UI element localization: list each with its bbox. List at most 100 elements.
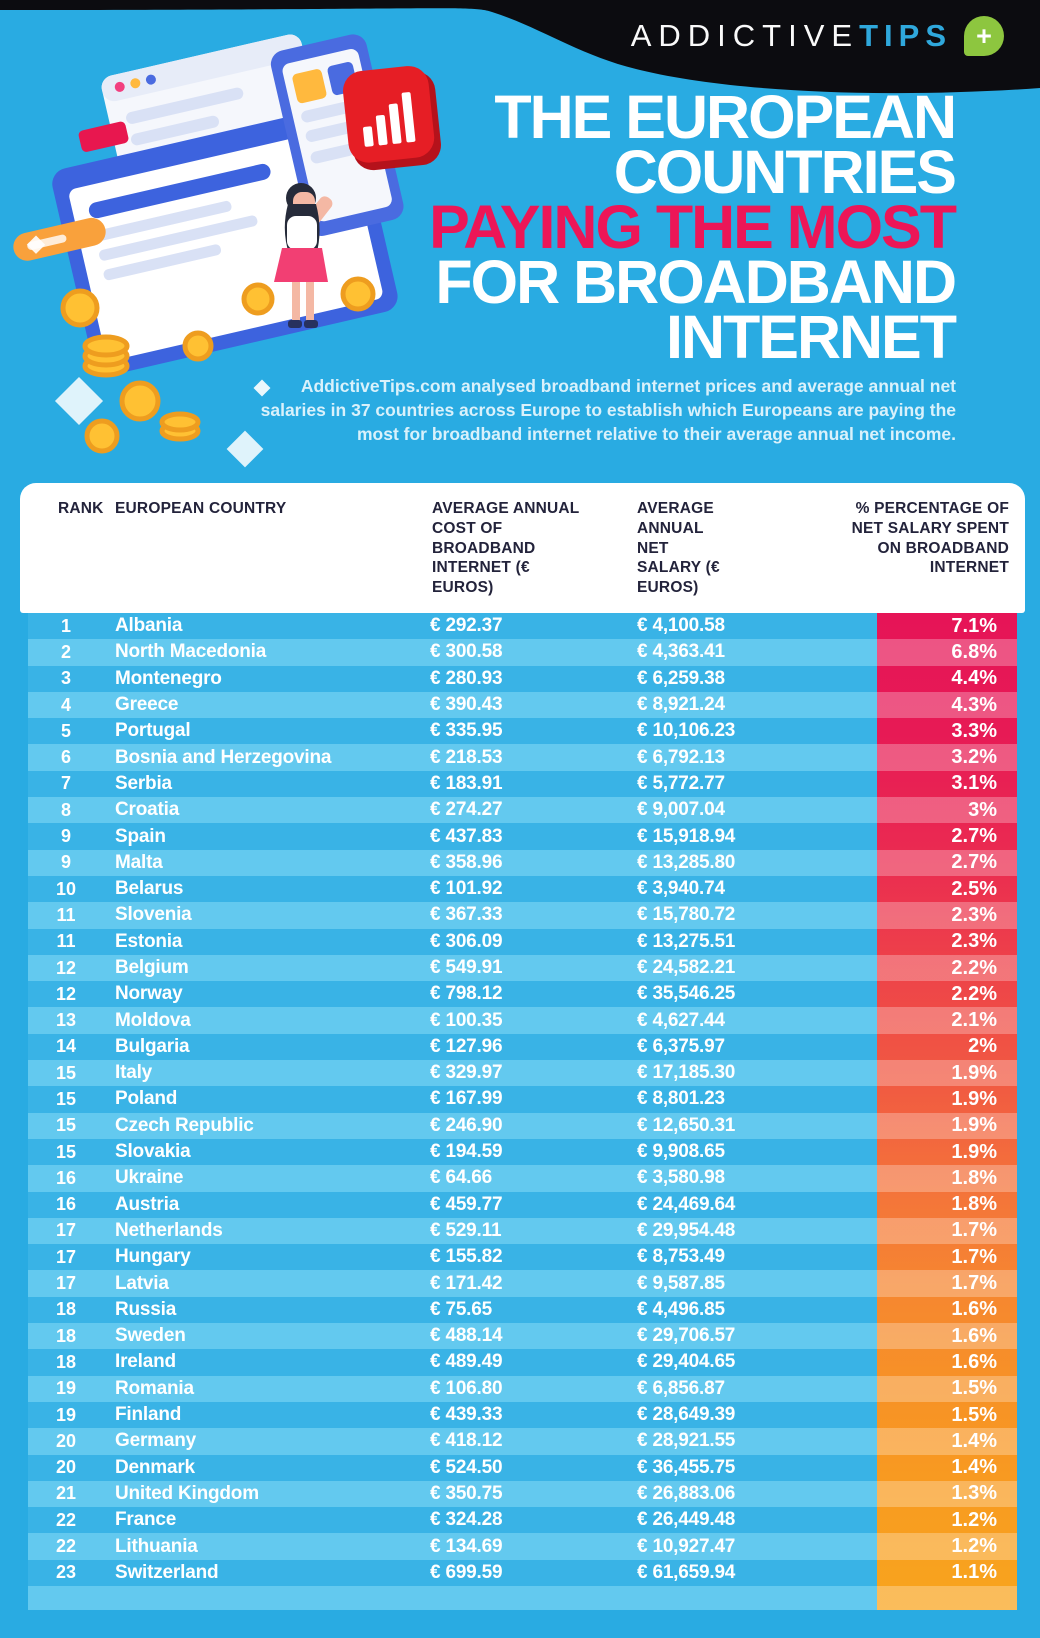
pct-cell: 2.2% bbox=[951, 956, 997, 979]
rank-cell: 14 bbox=[55, 1036, 77, 1057]
salary-cell: € 13,275.51 bbox=[637, 930, 736, 952]
cost-cell: € 75.65 bbox=[430, 1298, 492, 1320]
cost-cell: € 101.92 bbox=[430, 878, 503, 900]
rank-cell: 16 bbox=[55, 1194, 77, 1215]
rank-cell: 4 bbox=[60, 694, 71, 715]
country-cell: Bulgaria bbox=[115, 1035, 190, 1057]
country-cell: Czech Republic bbox=[115, 1114, 254, 1136]
cost-cell: € 358.96 bbox=[430, 851, 503, 873]
table-row: 9 Malta € 358.96 € 13,285.80 2.7% bbox=[28, 849, 1017, 876]
table-row: 17 Hungary € 155.82 € 8,753.49 1.7% bbox=[28, 1244, 1017, 1271]
table-row: 4 Greece € 390.43 € 8,921.24 4.3% bbox=[28, 691, 1017, 719]
pct-cell: 1.5% bbox=[951, 1377, 997, 1400]
rank-cell: 17 bbox=[55, 1273, 77, 1294]
rank-cell: 12 bbox=[55, 983, 77, 1004]
country-cell: Russia bbox=[115, 1298, 177, 1320]
table-row: 14 Bulgaria € 127.96 € 6,375.97 2% bbox=[28, 1033, 1017, 1061]
cost-cell: € 390.43 bbox=[430, 694, 503, 716]
salary-cell: € 12,650.31 bbox=[637, 1114, 736, 1136]
rank-cell: 9 bbox=[60, 852, 71, 873]
cost-cell: € 699.59 bbox=[430, 1561, 503, 1583]
cost-cell: € 529.11 bbox=[430, 1219, 502, 1241]
pct-cell: 7.1% bbox=[951, 614, 997, 637]
title-line-1: THE EUROPEAN bbox=[494, 83, 957, 151]
salary-cell: € 9,007.04 bbox=[637, 799, 725, 821]
rank-cell: 22 bbox=[55, 1509, 77, 1530]
pct-cell: 1.2% bbox=[951, 1508, 997, 1531]
pct-cell: 1.9% bbox=[951, 1114, 997, 1137]
cost-cell: € 367.33 bbox=[430, 904, 503, 926]
rank-cell: 17 bbox=[55, 1246, 77, 1267]
page-title: THE EUROPEAN COUNTRIES PAYING THE MOST F… bbox=[429, 83, 957, 371]
salary-cell: € 36,455.75 bbox=[637, 1456, 736, 1478]
pct-cell: 1.8% bbox=[951, 1166, 997, 1189]
table-row: 20 Denmark € 524.50 € 36,455.75 1.4% bbox=[28, 1454, 1017, 1481]
plus-bubble-icon: + bbox=[964, 16, 1004, 56]
pct-cell: 1.6% bbox=[951, 1350, 997, 1373]
rank-cell: 15 bbox=[55, 1141, 77, 1162]
rank-cell: 11 bbox=[56, 904, 76, 925]
country-cell: Greece bbox=[115, 694, 179, 716]
pct-cell: 2.5% bbox=[951, 877, 997, 900]
cost-cell: € 218.53 bbox=[430, 746, 503, 768]
salary-cell: € 15,918.94 bbox=[637, 825, 736, 847]
country-cell: Ireland bbox=[115, 1351, 176, 1373]
salary-cell: € 6,856.87 bbox=[637, 1377, 725, 1399]
table-row: 15 Slovakia € 194.59 € 9,908.65 1.9% bbox=[28, 1138, 1017, 1166]
cost-cell: € 350.75 bbox=[430, 1482, 503, 1504]
rank-cell: 18 bbox=[55, 1299, 77, 1320]
cost-cell: € 274.27 bbox=[430, 799, 503, 821]
table-row: 22 France € 324.28 € 26,449.48 1.2% bbox=[28, 1507, 1017, 1534]
salary-cell: € 29,954.48 bbox=[637, 1219, 736, 1241]
cost-cell: € 292.37 bbox=[430, 615, 503, 637]
cost-cell: € 106.80 bbox=[430, 1377, 503, 1399]
salary-cell: € 6,375.97 bbox=[637, 1035, 725, 1057]
table-row: 10 Belarus € 101.92 € 3,940.74 2.5% bbox=[28, 875, 1017, 903]
pct-cell: 1.8% bbox=[951, 1193, 997, 1216]
title-line-3-accent: PAYING THE MOST bbox=[429, 193, 957, 261]
rank-cell: 8 bbox=[60, 799, 71, 820]
title-line-5: INTERNET bbox=[666, 303, 957, 371]
country-cell: Hungary bbox=[115, 1246, 191, 1268]
column-header-rank: RANK bbox=[58, 500, 104, 517]
salary-cell: € 24,469.64 bbox=[637, 1193, 736, 1215]
table-row: 21 United Kingdom € 350.75 € 26,883.06 1.3% bbox=[28, 1480, 1017, 1508]
table-row: 18 Russia € 75.65 € 4,496.85 1.6% bbox=[28, 1296, 1017, 1324]
salary-cell: € 26,449.48 bbox=[637, 1509, 736, 1531]
country-cell: North Macedonia bbox=[115, 641, 267, 663]
rank-cell: 16 bbox=[55, 1167, 77, 1188]
cost-cell: € 183.91 bbox=[430, 772, 503, 794]
rank-cell: 9 bbox=[60, 826, 71, 847]
salary-cell: € 35,546.25 bbox=[637, 983, 736, 1005]
title-line-2: COUNTRIES bbox=[613, 138, 957, 206]
cost-cell: € 437.83 bbox=[430, 825, 503, 847]
addictivetips-logo: ADDICTIVETIPS + bbox=[631, 16, 1004, 56]
salary-cell: € 61,659.94 bbox=[637, 1561, 736, 1583]
rank-cell: 12 bbox=[55, 957, 77, 978]
cost-cell: € 324.28 bbox=[430, 1509, 503, 1531]
pct-cell: 1.7% bbox=[951, 1219, 997, 1242]
rank-cell: 20 bbox=[55, 1430, 77, 1451]
country-cell: Montenegro bbox=[115, 667, 222, 689]
pct-cell: 1.9% bbox=[951, 1140, 997, 1163]
cost-cell: € 100.35 bbox=[430, 1009, 503, 1031]
salary-cell: € 8,921.24 bbox=[637, 694, 725, 716]
salary-cell: € 5,772.77 bbox=[637, 772, 725, 794]
pct-cell: 2.3% bbox=[951, 903, 997, 926]
country-cell: Belgium bbox=[115, 957, 189, 978]
table-row: 5 Portugal € 335.95 € 10,106.23 3.3% bbox=[28, 718, 1017, 745]
country-cell: United Kingdom bbox=[115, 1482, 259, 1504]
pct-cell: 1.9% bbox=[951, 1087, 997, 1110]
pct-cell: 4.4% bbox=[951, 667, 997, 690]
pct-cell: 2.7% bbox=[951, 851, 997, 874]
country-cell: Estonia bbox=[115, 930, 183, 952]
diamond-shapes bbox=[26, 235, 271, 468]
cost-cell: € 489.49 bbox=[430, 1351, 503, 1373]
country-cell: Moldova bbox=[115, 1009, 191, 1031]
pct-cell: 2.7% bbox=[951, 825, 997, 848]
salary-cell: € 3,940.74 bbox=[637, 878, 725, 900]
table-row: 12 Belgium € 549.91 € 24,582.21 2.2% bbox=[28, 954, 1017, 982]
table-row: 1 Albania € 292.37 € 4,100.58 7.1% bbox=[28, 613, 1017, 640]
table-body: 1 Albania € 292.37 € 4,100.58 7.1% 2 North Mac… bbox=[28, 613, 1017, 1610]
